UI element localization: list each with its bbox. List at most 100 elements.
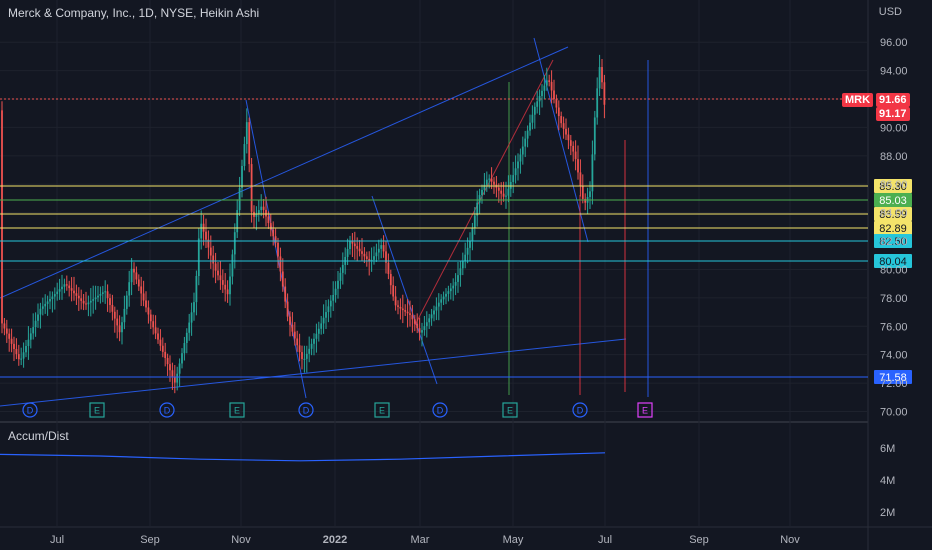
candle-body [560,116,563,124]
candle-body [291,324,294,332]
candle-body [176,373,179,383]
price-tick-label: 82.00 [880,236,908,248]
candle-body [490,178,493,182]
candle-body [514,168,517,176]
candle-body [193,302,195,313]
event-marker-label: E [234,406,240,416]
level-badge [874,234,912,248]
trendline [371,195,438,385]
candle-body [505,195,507,197]
candle-body [53,294,56,297]
candle-body [332,295,335,301]
event-marker-label: D [303,406,310,416]
candle-body [589,191,591,198]
time-tick-label: Sep [140,534,160,546]
candle-body [557,107,560,117]
price-tick-label: 94.00 [880,66,908,78]
candle-body [497,187,500,191]
candle-body [298,345,301,353]
candle-body [224,284,227,290]
candle-body [238,187,241,211]
candle-body [562,123,565,129]
candle-body [526,130,529,139]
candle-body [397,305,399,307]
level-label: 85.30 [879,181,907,193]
candle-body [531,114,534,123]
candle-body [73,290,75,294]
chart-title[interactable]: Merck & Company, Inc., 1D, NYSE, Heikin … [8,6,260,20]
candle-body [356,246,359,249]
candle-body [593,117,596,155]
price-tick-label: 88.00 [880,151,908,163]
level-label: 80.04 [879,256,907,268]
candle-body [17,354,20,360]
candle-body [459,268,462,276]
candle-body [161,345,164,352]
candle-body [183,343,186,354]
candle-body [553,90,555,100]
candle-body [166,358,169,365]
candle-body [541,90,543,97]
prev-price-badge: 91.17 [876,107,910,121]
candle-body [423,326,426,331]
candle-body [61,286,63,290]
indicator-axis[interactable]: 6M 4M 2M [880,443,895,519]
candle-body [394,296,397,306]
candle-body [399,306,402,309]
candle-body [281,271,284,287]
candle-body [473,215,476,229]
candle-body [22,352,25,359]
candle-body [507,188,510,196]
candle-body [49,298,51,302]
candle-body [97,295,99,298]
candle-body [478,195,481,203]
candle-body [569,140,572,146]
candle-body [272,229,275,237]
candle-body [435,306,438,311]
indicator-title[interactable]: Accum/Dist [8,429,69,443]
trendline [245,99,307,399]
candle-body [125,295,128,309]
candle-body [44,303,47,307]
candle-body [34,320,37,328]
candle-body [178,363,181,374]
candle-body [581,185,584,199]
candle-body [293,331,296,339]
time-axis[interactable]: Jul Sep Nov 2022 Mar May Jul Sep Nov [50,534,800,546]
candle-body [128,282,131,296]
candle-body [337,280,339,289]
event-marker-label: D [577,406,584,416]
candle-body [286,301,289,317]
candle-body [471,228,474,242]
candle-body [152,321,155,328]
dividend-marker [298,402,314,418]
candle-body [145,300,147,308]
candle-body [265,209,267,217]
event-marker-label: E [94,406,100,416]
candle-body [339,272,342,281]
candle-body [169,364,171,371]
candle-body [404,310,407,312]
candle-body [500,190,503,194]
candle-body [464,254,467,262]
time-tick-label: 2022 [323,534,347,546]
candle-body [529,122,531,131]
candle-body [317,328,320,334]
candle-body [591,154,594,192]
candle-body [567,134,570,141]
dividend-marker [22,402,38,418]
candle-body [205,231,207,240]
candle-body [159,339,162,346]
candle-body [334,288,337,296]
earnings-marker [229,402,245,418]
candle-body [598,67,601,89]
candle-body [452,285,455,289]
candle-body [493,181,495,185]
price-tick-label: 90.00 [880,122,908,134]
candle-body [27,339,30,347]
earnings-marker [502,402,518,418]
candle-body [51,296,54,299]
candle-body [349,241,351,249]
